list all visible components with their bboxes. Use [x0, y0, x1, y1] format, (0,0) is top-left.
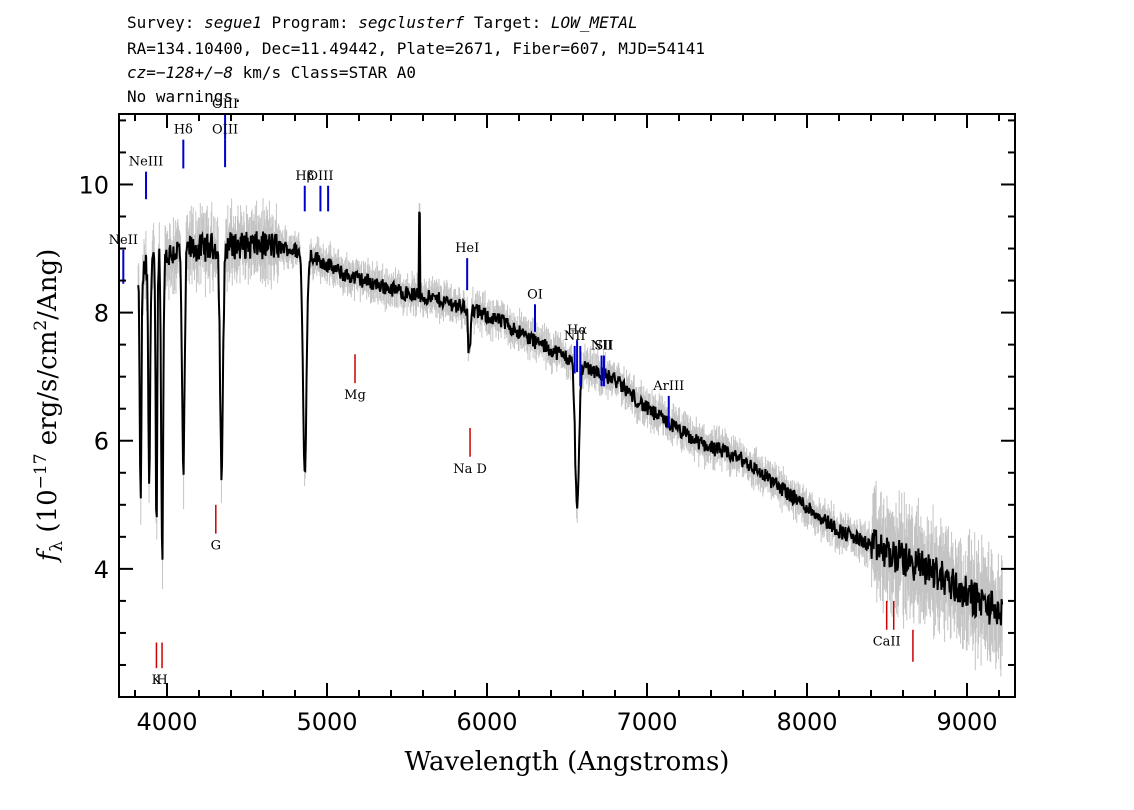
x-tick-label: 7000 — [616, 708, 677, 736]
header-line-3: cz=−128+/−8 km/s Class=STAR A0 — [127, 63, 416, 82]
absorption-label: Na D — [453, 462, 487, 477]
header-line-1: Survey: segue1 Program: segclusterf Targ… — [127, 13, 638, 32]
axis-ticks — [119, 114, 1015, 697]
x-tick-label: 8000 — [776, 708, 837, 736]
line-labels: NeIINeIIIHδOIIIOIIIHβOIIIHeIOINIIHαNIISI… — [109, 97, 901, 688]
header: Survey: segue1 Program: segclusterf Targ… — [127, 13, 705, 106]
x-tick-label: 9000 — [936, 708, 997, 736]
spectrum-line — [137, 211, 1004, 626]
y-axis-title: fλ (10−17 erg/s/cm2/Ang) — [31, 249, 67, 564]
plot-area — [122, 114, 1004, 677]
absorption-label: H — [156, 673, 167, 688]
emission-label: SII — [594, 339, 613, 354]
emission-label: NII — [564, 329, 586, 344]
emission-label: OIII — [307, 169, 333, 184]
emission-label: HeI — [455, 241, 479, 256]
tick-labels: 4000 5000 6000 7000 8000 9000 4 6 8 10 — [78, 171, 997, 736]
x-tick-label: 4000 — [136, 708, 197, 736]
emission-label: NeIII — [129, 155, 163, 170]
line-markers — [122, 114, 914, 669]
y-tick-label: 10 — [78, 171, 109, 199]
y-tick-label: 8 — [94, 300, 109, 328]
header-line-4: No warnings. — [127, 87, 243, 106]
emission-label: NeII — [109, 233, 138, 248]
y-tick-label: 4 — [94, 556, 109, 584]
absorption-label: Mg — [344, 388, 366, 403]
emission-label: OI — [527, 287, 543, 302]
absorption-label: CaII — [873, 635, 901, 650]
y-tick-label: 6 — [94, 428, 109, 456]
emission-label: NII — [591, 339, 613, 354]
emission-label: Hβ — [295, 169, 314, 184]
x-axis-title: Wavelength (Angstroms) — [405, 747, 730, 777]
emission-label: OIII — [212, 123, 238, 138]
absorption-label: K — [152, 673, 162, 688]
emission-label: ArIII — [652, 379, 684, 394]
emission-label: Hα — [567, 323, 587, 338]
x-tick-label: 6000 — [456, 708, 517, 736]
emission-label: Hδ — [174, 123, 193, 138]
emission-label: OIII — [212, 97, 238, 112]
x-tick-label: 5000 — [296, 708, 357, 736]
header-line-2: RA=134.10400, Dec=11.49442, Plate=2671, … — [127, 39, 705, 58]
absorption-label: G — [211, 539, 221, 554]
plot-frame — [118, 113, 1016, 698]
